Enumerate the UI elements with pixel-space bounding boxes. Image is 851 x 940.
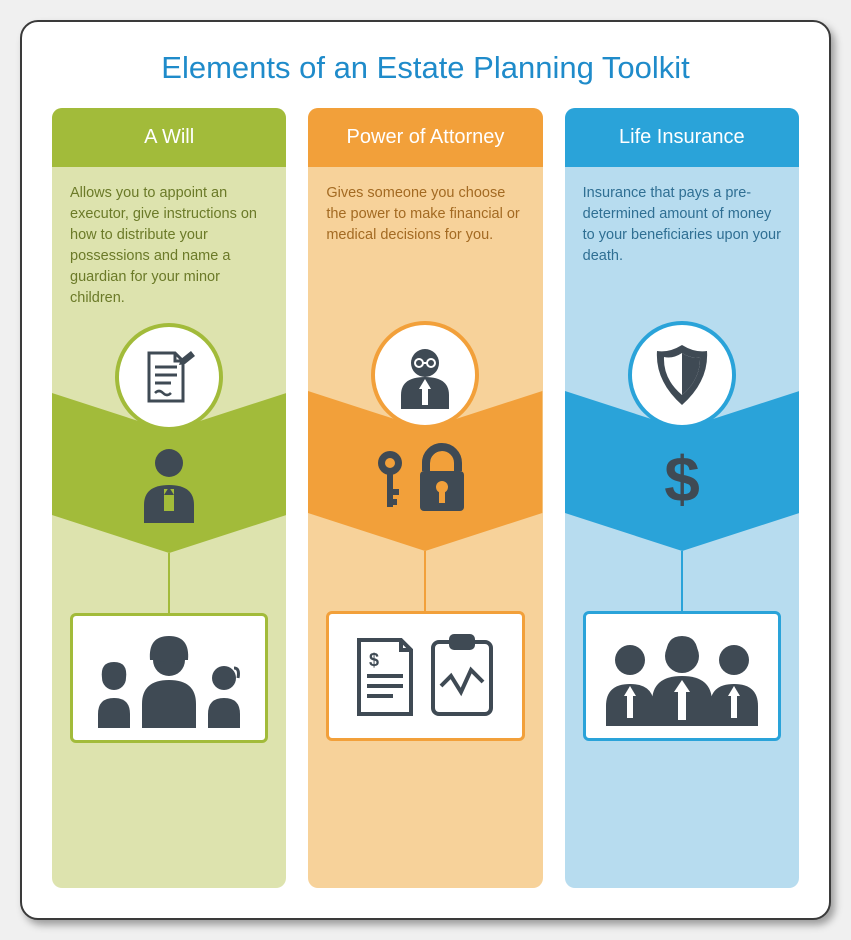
svg-text:$: $ <box>369 650 379 670</box>
key-lock-icon <box>370 441 480 526</box>
column-header: Life Insurance <box>565 108 799 167</box>
dollar-icon: $ <box>652 441 712 526</box>
advisor-icon <box>391 341 459 409</box>
connector-line <box>681 551 683 611</box>
page-title: Elements of an Estate Planning Toolkit <box>52 50 799 86</box>
column-description: Insurance that pays a pre-determined amo… <box>565 167 799 317</box>
circle-icon-wrap <box>308 321 542 429</box>
beneficiaries-icon <box>592 626 772 726</box>
family-icon <box>84 628 254 728</box>
bottom-icon-card <box>70 613 268 743</box>
bottom-icon-card: $ <box>326 611 524 741</box>
bottom-icon-card <box>583 611 781 741</box>
circle-icon <box>371 321 479 429</box>
circle-icon-wrap <box>565 321 799 429</box>
circle-icon-wrap <box>52 323 286 431</box>
columns-row: A Will Allows you to appoint an executor… <box>52 108 799 888</box>
infographic-card: Elements of an Estate Planning Toolkit A… <box>20 20 831 920</box>
connector-line <box>168 553 170 613</box>
connector-line <box>424 551 426 611</box>
column-description: Gives someone you choose the power to ma… <box>308 167 542 317</box>
documents-icon: $ <box>345 626 505 726</box>
column-header: A Will <box>52 108 286 167</box>
column-header: Power of Attorney <box>308 108 542 167</box>
svg-text:$: $ <box>664 443 700 515</box>
circle-icon <box>115 323 223 431</box>
column-poa: Power of Attorney Gives someone you choo… <box>308 108 542 888</box>
column-will: A Will Allows you to appoint an executor… <box>52 108 286 888</box>
circle-icon <box>628 321 736 429</box>
column-life: Life Insurance Insurance that pays a pre… <box>565 108 799 888</box>
document-pen-icon <box>137 345 201 409</box>
column-description: Allows you to appoint an executor, give … <box>52 167 286 319</box>
person-icon <box>134 443 204 528</box>
shield-icon <box>651 341 713 409</box>
